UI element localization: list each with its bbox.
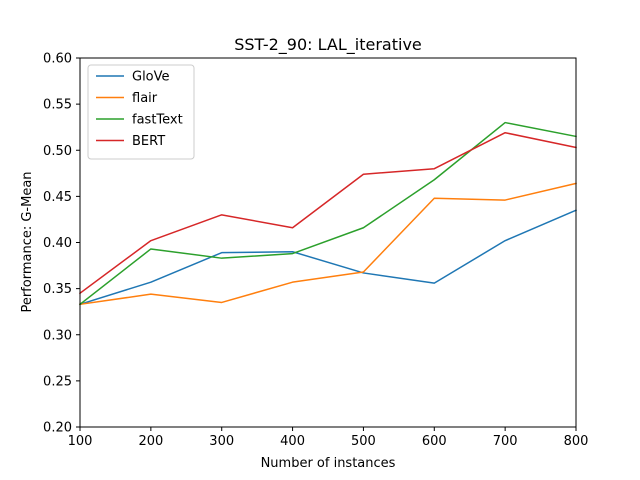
x-tick-label: 300 (209, 434, 234, 449)
legend-label-bert: BERT (132, 134, 165, 149)
x-tick-label: 700 (493, 434, 518, 449)
y-tick-label: 0.50 (43, 144, 72, 159)
y-axis-label: Performance: G-Mean (20, 171, 35, 312)
y-tick-label: 0.40 (43, 236, 72, 251)
x-tick-label: 500 (351, 434, 376, 449)
legend-label-fasttext: fastText (132, 113, 183, 128)
x-tick-label: 800 (564, 434, 589, 449)
legend-box (87, 64, 195, 160)
y-tick-label: 0.30 (43, 328, 72, 343)
y-tick-label: 0.55 (43, 98, 72, 113)
plot-area: 100 200 300 400 500 600 700 800 0.20 0.25 0.30 0.35… (43, 52, 588, 450)
chart-title: SST-2_90: LAL_iterative (234, 35, 422, 55)
legend-label-glove: GloVe (132, 70, 170, 85)
x-tick-label: 600 (422, 434, 447, 449)
y-tick-label: 0.25 (43, 374, 72, 389)
x-tick-label: 400 (280, 434, 305, 449)
x-tick-label: 200 (138, 434, 163, 449)
series-line-flair (79, 182, 577, 306)
legend: GloVe flair fastText BERT (87, 64, 195, 160)
y-tick-label: 0.35 (43, 282, 72, 297)
y-tick-label: 0.45 (43, 190, 72, 205)
x-tick-label: 100 (68, 434, 93, 449)
y-tick-label: 0.20 (43, 421, 72, 436)
y-tick-label: 0.60 (43, 52, 72, 67)
series-line-fasttext (78, 121, 577, 306)
legend-label-flair: flair (132, 91, 158, 106)
series-line-bert (78, 131, 577, 295)
series-line-glove (79, 209, 577, 306)
x-axis-label: Number of instances (261, 456, 396, 471)
